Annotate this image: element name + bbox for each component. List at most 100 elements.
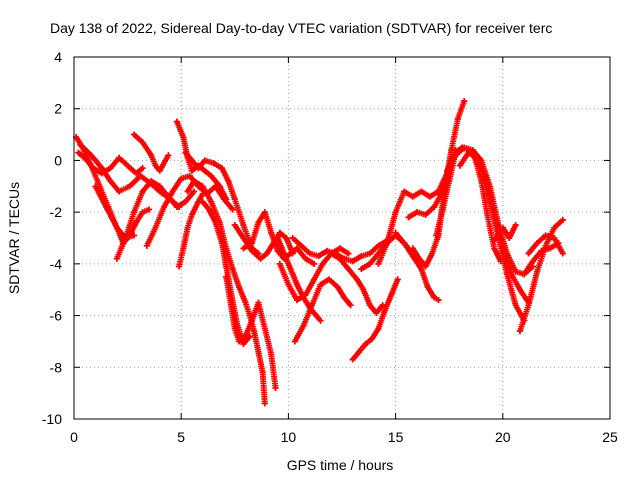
data-point — [201, 157, 208, 164]
data-point — [161, 203, 168, 210]
data-point — [88, 152, 95, 159]
data-point — [139, 188, 146, 195]
data-point — [491, 245, 498, 252]
data-point — [184, 188, 191, 195]
data-point — [525, 250, 532, 257]
data-point — [223, 273, 230, 280]
data-point — [227, 299, 234, 306]
data-point — [208, 198, 215, 205]
data-point — [180, 245, 187, 252]
data-point — [274, 247, 281, 254]
data-point — [317, 317, 324, 324]
data-point — [169, 188, 176, 195]
data-point — [113, 224, 120, 231]
series-arc-21 — [349, 276, 401, 363]
series-arc-6 — [131, 131, 172, 174]
data-point — [272, 384, 279, 391]
data-point — [255, 299, 262, 306]
data-point — [206, 206, 213, 213]
data-point — [405, 214, 412, 221]
data-point — [478, 167, 485, 174]
data-point — [195, 165, 202, 172]
data-point — [486, 198, 493, 205]
data-point — [92, 183, 99, 190]
data-point — [499, 224, 506, 231]
x-tick-label: 10 — [281, 429, 297, 445]
data-point — [231, 222, 238, 229]
data-point — [461, 144, 468, 151]
data-point — [184, 224, 191, 231]
data-point — [448, 147, 455, 154]
data-point — [274, 235, 281, 241]
data-point — [293, 281, 300, 288]
series-markers — [291, 276, 354, 345]
data-point — [188, 157, 195, 164]
data-point — [354, 276, 361, 283]
data-point — [122, 235, 129, 241]
data-point — [188, 211, 195, 218]
data-point — [246, 312, 253, 319]
data-point — [345, 250, 352, 257]
data-point — [326, 276, 333, 283]
series-arc-4 — [92, 183, 153, 247]
data-point — [334, 284, 341, 291]
data-point — [388, 291, 395, 298]
data-point — [208, 172, 215, 179]
data-point — [216, 183, 223, 190]
data-point — [131, 131, 138, 138]
data-point — [176, 263, 183, 270]
data-point — [456, 162, 463, 169]
data-point — [409, 193, 416, 200]
data-point — [240, 235, 247, 241]
data-point — [375, 242, 382, 249]
y-tick-label: -2 — [50, 204, 63, 220]
data-point — [75, 149, 82, 156]
data-point — [446, 178, 453, 185]
data-point — [156, 167, 163, 174]
data-point — [506, 235, 513, 241]
data-point — [300, 322, 307, 329]
data-point — [178, 175, 185, 182]
data-point — [366, 260, 373, 267]
data-point — [516, 286, 523, 293]
data-point — [240, 245, 247, 252]
data-point — [381, 307, 388, 314]
data-point — [356, 348, 363, 355]
data-point — [345, 266, 352, 273]
data-point — [236, 284, 243, 291]
data-point — [358, 266, 365, 273]
data-point — [107, 165, 114, 172]
series-markers — [409, 98, 468, 270]
data-point — [223, 196, 230, 203]
series-arc-13 — [223, 273, 279, 391]
data-point — [504, 271, 511, 278]
data-point — [431, 294, 438, 301]
data-point — [452, 152, 459, 159]
data-point — [107, 178, 114, 185]
data-point — [521, 271, 528, 278]
data-point — [143, 242, 150, 249]
data-point — [392, 229, 399, 236]
data-point — [283, 235, 290, 241]
data-point — [287, 250, 294, 257]
data-point — [433, 232, 440, 239]
data-point — [137, 172, 144, 179]
data-point — [218, 165, 225, 172]
data-point — [103, 203, 110, 210]
series-layer — [73, 97, 566, 407]
data-point — [293, 297, 300, 304]
data-point — [199, 183, 206, 190]
data-point — [201, 167, 208, 174]
data-point — [268, 351, 275, 358]
y-tick-label: 2 — [54, 101, 62, 117]
series-arc-20 — [328, 250, 386, 316]
data-point — [362, 341, 369, 348]
data-point — [341, 294, 348, 301]
data-point — [534, 240, 541, 247]
data-point — [261, 400, 268, 407]
data-point — [261, 325, 268, 332]
data-point — [133, 170, 140, 177]
data-point — [188, 167, 195, 174]
data-point — [90, 165, 97, 172]
y-tick-label: -4 — [50, 256, 63, 272]
